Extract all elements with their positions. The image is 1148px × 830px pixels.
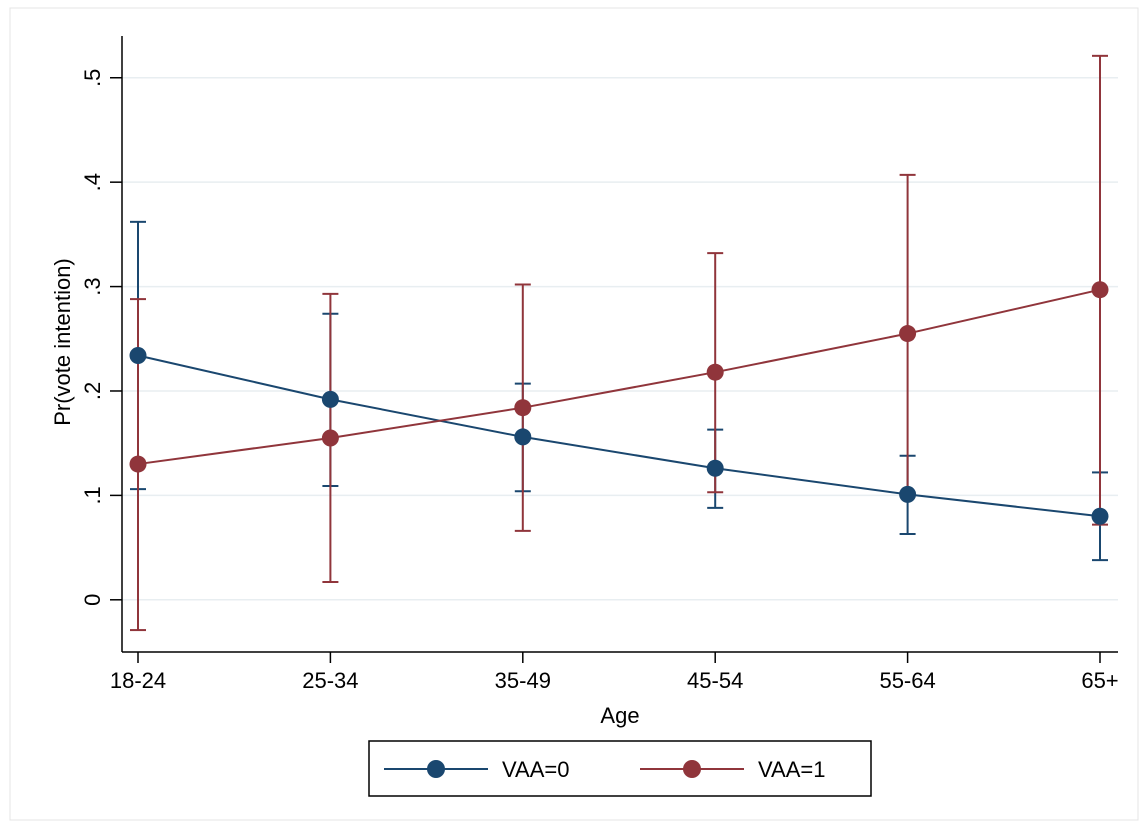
data-point-vaa1 (514, 399, 532, 417)
legend-label-vaa1: VAA=1 (758, 757, 825, 782)
data-point-vaa0 (321, 390, 339, 408)
series-line-vaa0 (137, 354, 1101, 518)
data-point-vaa1 (899, 325, 917, 343)
data-point-vaa1 (1091, 281, 1109, 299)
series-points (129, 281, 1109, 525)
data-point-vaa0 (1091, 507, 1109, 525)
y-tick-label: .1 (80, 486, 105, 504)
x-tick-label: 65+ (1081, 668, 1118, 693)
data-point-vaa0 (899, 485, 917, 503)
x-tick-label: 18-24 (110, 668, 166, 693)
y-tick-label: .5 (80, 69, 105, 87)
y-tick-label: .3 (80, 277, 105, 295)
data-point-vaa0 (514, 428, 532, 446)
axes: 0 .1 .2 .3 .4 .5 18-24 25-34 35-49 45-54 55-64 65+ (80, 36, 1119, 693)
y-tick-label: .2 (80, 382, 105, 400)
data-point-vaa0 (129, 346, 147, 364)
legend-label-vaa0: VAA=0 (502, 757, 569, 782)
legend-marker-vaa0 (427, 760, 445, 778)
legend-marker-vaa1 (683, 760, 701, 778)
y-tick-label: .4 (80, 173, 105, 191)
plot-region-border (9, 7, 1139, 821)
legend: VAA=0 VAA=1 (368, 740, 872, 797)
data-point-vaa1 (706, 363, 724, 381)
data-point-vaa0 (706, 459, 724, 477)
y-axis-title: Pr(vote intention) (50, 258, 75, 426)
x-tick-label: 25-34 (302, 668, 358, 693)
x-tick-label: 45-54 (687, 668, 743, 693)
series-line-vaa1 (137, 288, 1101, 466)
x-tick-label: 55-64 (879, 668, 935, 693)
legend-box (368, 740, 872, 797)
gridlines (122, 77, 1118, 601)
data-point-vaa1 (321, 429, 339, 447)
series-lines (137, 288, 1101, 518)
x-axis-title: Age (600, 703, 639, 728)
x-tick-label: 35-49 (495, 668, 551, 693)
y-tick-label: 0 (80, 594, 105, 606)
data-point-vaa1 (129, 455, 147, 473)
